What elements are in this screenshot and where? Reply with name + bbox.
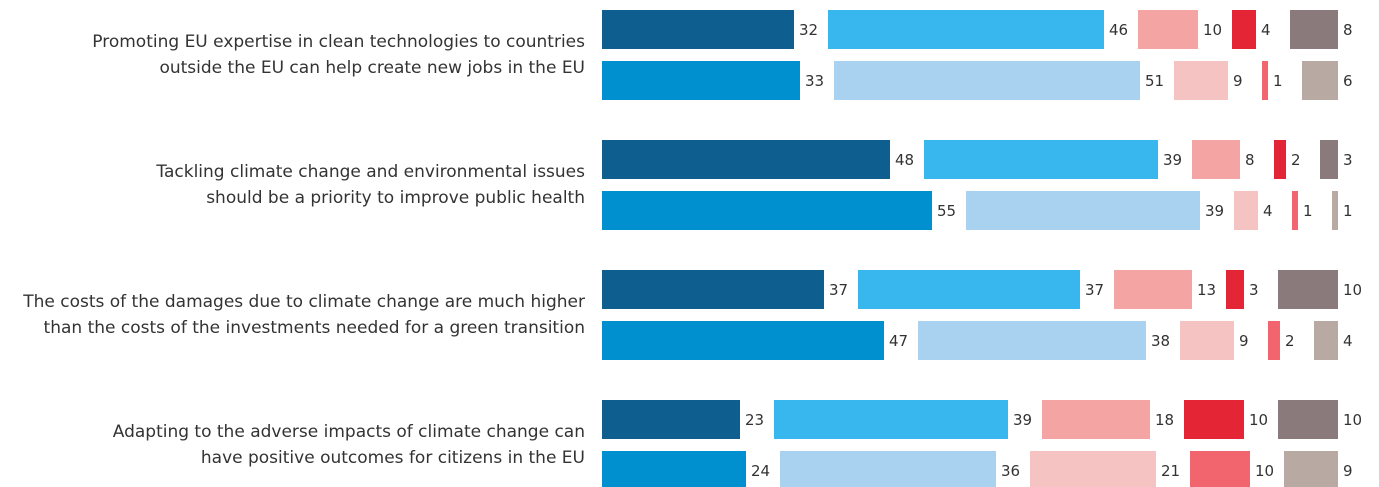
bar-segment <box>1030 451 1156 487</box>
bar-segment <box>834 61 1140 100</box>
value-label: 55 <box>937 202 956 220</box>
bar-segment <box>1292 191 1298 230</box>
bar-segment <box>924 140 1158 179</box>
value-label: 18 <box>1155 411 1174 429</box>
category-label: should be a priority to improve public h… <box>206 188 585 208</box>
value-label: 38 <box>1151 332 1170 350</box>
value-label: 10 <box>1255 462 1274 480</box>
bar-segment <box>1302 61 1338 100</box>
bar-segment <box>1192 140 1240 179</box>
value-label: 9 <box>1343 462 1353 480</box>
bar-segment <box>1274 140 1286 179</box>
bar-segment <box>780 451 996 487</box>
category-label: have positive outcomes for citizens in t… <box>201 448 585 468</box>
category-label: than the costs of the investments needed… <box>44 318 585 338</box>
bar-segment <box>602 61 800 100</box>
value-label: 39 <box>1205 202 1224 220</box>
value-label: 9 <box>1233 72 1243 90</box>
bar-segment <box>1284 451 1338 487</box>
bar-segment <box>1320 140 1338 179</box>
value-label: 4 <box>1343 332 1353 350</box>
value-label: 24 <box>751 462 770 480</box>
value-label: 6 <box>1343 72 1353 90</box>
value-label: 1 <box>1273 72 1283 90</box>
value-label: 3 <box>1343 151 1353 169</box>
bar-segment <box>602 321 884 360</box>
value-label: 13 <box>1197 281 1216 299</box>
value-label: 1 <box>1303 202 1313 220</box>
value-label: 46 <box>1109 21 1128 39</box>
bar-segment <box>1278 400 1338 439</box>
category-label: Promoting EU expertise in clean technolo… <box>92 32 585 52</box>
value-label: 32 <box>799 21 818 39</box>
bar-segment <box>602 191 932 230</box>
value-label: 8 <box>1245 151 1255 169</box>
value-label: 39 <box>1163 151 1182 169</box>
bar-segment <box>1332 191 1338 230</box>
category-label: The costs of the damages due to climate … <box>22 292 585 312</box>
bar-segment <box>1226 270 1244 309</box>
bar-segment <box>1278 270 1338 309</box>
bar-segment <box>918 321 1146 360</box>
value-label: 2 <box>1291 151 1301 169</box>
value-label: 2 <box>1285 332 1295 350</box>
bar-segment <box>828 10 1104 49</box>
bar-segment <box>1190 451 1250 487</box>
bar-segment <box>858 270 1080 309</box>
bar-segment <box>1234 191 1258 230</box>
value-label: 23 <box>745 411 764 429</box>
bar-segment <box>602 140 890 179</box>
bar-segment <box>1314 321 1338 360</box>
value-label: 37 <box>829 281 848 299</box>
value-label: 4 <box>1263 202 1273 220</box>
bar-segment <box>966 191 1200 230</box>
value-label: 33 <box>805 72 824 90</box>
category-label: outside the EU can help create new jobs … <box>159 58 585 78</box>
bar-segment <box>1290 10 1338 49</box>
bar-segment <box>1114 270 1192 309</box>
value-label: 8 <box>1343 21 1353 39</box>
value-label: 4 <box>1261 21 1271 39</box>
bar-segment <box>1184 400 1244 439</box>
value-label: 47 <box>889 332 908 350</box>
bar-segment <box>1042 400 1150 439</box>
value-label: 51 <box>1145 72 1164 90</box>
value-label: 36 <box>1001 462 1020 480</box>
value-label: 39 <box>1013 411 1032 429</box>
bar-segment <box>602 400 740 439</box>
value-label: 9 <box>1239 332 1249 350</box>
value-label: 48 <box>895 151 914 169</box>
category-label: Tackling climate change and environmenta… <box>155 162 585 182</box>
bar-segment <box>1262 61 1268 100</box>
bar-segment <box>602 451 746 487</box>
bar-segment <box>1180 321 1234 360</box>
bar-segment <box>1138 10 1198 49</box>
value-label: 37 <box>1085 281 1104 299</box>
bar-segment <box>602 10 794 49</box>
value-label: 3 <box>1249 281 1259 299</box>
value-label: 10 <box>1343 411 1362 429</box>
bar-segment <box>1268 321 1280 360</box>
bar-segment <box>602 270 824 309</box>
bar-segment <box>1174 61 1228 100</box>
value-label: 10 <box>1203 21 1222 39</box>
bar-segment <box>774 400 1008 439</box>
bar-segment <box>1232 10 1256 49</box>
value-label: 1 <box>1343 202 1353 220</box>
value-label: 21 <box>1161 462 1180 480</box>
category-label: Adapting to the adverse impacts of clima… <box>113 422 585 442</box>
value-label: 10 <box>1249 411 1268 429</box>
value-label: 10 <box>1343 281 1362 299</box>
